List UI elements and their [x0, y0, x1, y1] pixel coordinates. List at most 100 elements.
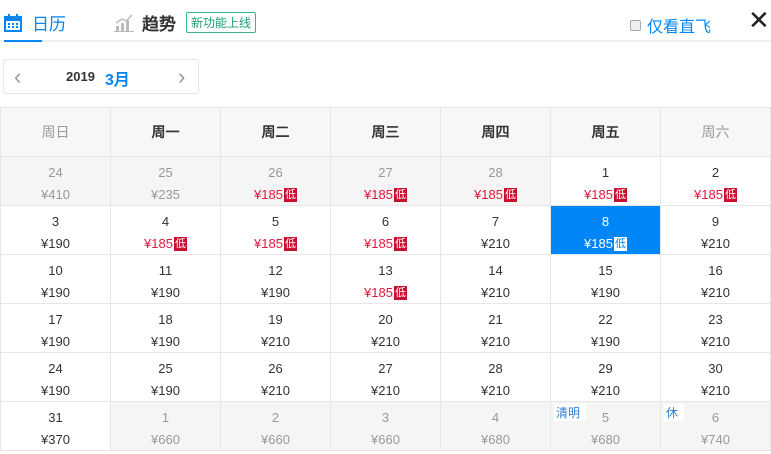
price-row: ¥190 [111, 334, 220, 349]
date-cell[interactable]: 3 ¥190 [0, 206, 110, 254]
checkbox-icon[interactable] [630, 19, 641, 31]
date-cell[interactable]: 12 ¥190 [220, 255, 330, 303]
date-cell[interactable]: 26 ¥185 低 [220, 157, 330, 205]
date-cell[interactable]: 23 ¥210 [660, 304, 771, 352]
price-row: ¥210 [661, 285, 770, 300]
price: ¥185 [254, 236, 283, 251]
date-cell[interactable]: 17 ¥190 [0, 304, 110, 352]
weekday-header-cell: 周六 [660, 108, 771, 156]
week-row: 24 ¥410 25 ¥235 26 ¥185 低 27 ¥185 低 28 ¥185 低 1 ¥185 低 2… [0, 157, 771, 206]
price-row: ¥680 [551, 432, 660, 447]
day-number: 23 [708, 312, 723, 327]
date-cell[interactable]: 27 ¥185 低 [330, 157, 440, 205]
date-cell[interactable]: 7 ¥210 [440, 206, 550, 254]
date-cell[interactable]: 1 ¥660 [110, 402, 220, 450]
date-cell[interactable]: 22 ¥190 [550, 304, 660, 352]
price: ¥210 [591, 383, 620, 398]
price-row: ¥190 [1, 236, 110, 251]
price-row: ¥210 [221, 383, 330, 398]
price-row: ¥210 [331, 383, 440, 398]
week-row: 3 ¥190 4 ¥185 低 5 ¥185 低 6 ¥185 低 7 ¥210 8 ¥185 低 9 ¥210 [0, 206, 771, 255]
date-cell[interactable]: 31 ¥370 [0, 402, 110, 450]
day-number: 6 [381, 214, 390, 229]
price: ¥210 [481, 383, 510, 398]
price: ¥680 [591, 432, 620, 447]
price: ¥190 [591, 334, 620, 349]
date-cell[interactable]: 9 ¥210 [660, 206, 771, 254]
date-cell[interactable]: 28 ¥185 低 [440, 157, 550, 205]
tab-trend[interactable]: 趋势 新功能上线 [114, 10, 257, 35]
price-row: ¥210 [441, 383, 550, 398]
date-cell[interactable]: 4 ¥185 低 [110, 206, 220, 254]
low-price-badge: 低 [503, 187, 517, 202]
day-number: 14 [488, 263, 503, 278]
price: ¥210 [481, 334, 510, 349]
date-cell[interactable]: 18 ¥190 [110, 304, 220, 352]
price: ¥185 [254, 187, 283, 202]
day-number: 27 [378, 361, 393, 376]
close-button[interactable]: ✕ [748, 5, 770, 35]
prev-month-button[interactable]: ‹ [14, 64, 22, 89]
price: ¥210 [261, 383, 290, 398]
date-cell[interactable]: 5 ¥185 低 [220, 206, 330, 254]
date-cell[interactable]: 30 ¥210 [660, 353, 771, 401]
weekday-header: 周日 周一 周二 周三 周四 周五 周六 [0, 108, 771, 157]
day-number: 17 [48, 312, 63, 327]
day-number: 4 [491, 410, 500, 425]
date-cell[interactable]: 3 ¥660 [330, 402, 440, 450]
price: ¥210 [371, 383, 400, 398]
date-cell[interactable]: 29 ¥210 [550, 353, 660, 401]
weekday-header-cell: 周三 [330, 108, 440, 156]
date-cell[interactable]: 13 ¥185 低 [330, 255, 440, 303]
date-cell[interactable]: 4 ¥680 [440, 402, 550, 450]
date-cell[interactable]: 15 ¥190 [550, 255, 660, 303]
date-cell[interactable]: 10 ¥190 [0, 255, 110, 303]
tab-calendar[interactable]: 日历 [4, 10, 66, 42]
weekday-header-cell: 周四 [440, 108, 550, 156]
price: ¥190 [151, 285, 180, 300]
date-cell[interactable]: 21 ¥210 [440, 304, 550, 352]
date-cell[interactable]: 6 ¥185 低 [330, 206, 440, 254]
next-month-button[interactable]: › [178, 64, 186, 89]
holiday-tag: 清明 [554, 404, 587, 421]
date-cell[interactable]: 14 ¥210 [440, 255, 550, 303]
price: ¥680 [481, 432, 510, 447]
low-price-badge: 低 [173, 236, 187, 251]
date-cell[interactable]: 28 ¥210 [440, 353, 550, 401]
price: ¥210 [371, 334, 400, 349]
date-cell[interactable]: 11 ¥190 [110, 255, 220, 303]
price-row: ¥185 低 [331, 236, 440, 251]
date-cell-selected[interactable]: 8 ¥185 低 [550, 206, 660, 254]
direct-only-label: 仅看直飞 [647, 19, 712, 36]
price-row: ¥190 [111, 285, 220, 300]
day-number: 29 [598, 361, 613, 376]
date-cell[interactable]: 25 ¥235 [110, 157, 220, 205]
low-price-badge: 低 [613, 187, 627, 202]
date-cell[interactable]: 26 ¥210 [220, 353, 330, 401]
date-cell[interactable]: 1 ¥185 低 [550, 157, 660, 205]
price: ¥185 [694, 187, 723, 202]
tab-calendar-label: 日历 [32, 15, 66, 34]
date-cell[interactable]: 20 ¥210 [330, 304, 440, 352]
date-cell[interactable]: 25 ¥190 [110, 353, 220, 401]
date-cell[interactable]: 清明 5 ¥680 [550, 402, 660, 450]
price: ¥660 [371, 432, 400, 447]
day-number: 13 [378, 263, 393, 278]
date-cell[interactable]: 19 ¥210 [220, 304, 330, 352]
date-cell[interactable]: 27 ¥210 [330, 353, 440, 401]
date-cell[interactable]: 休 6 ¥740 [660, 402, 771, 450]
price: ¥210 [481, 285, 510, 300]
date-cell[interactable]: 2 ¥185 低 [660, 157, 771, 205]
day-number: 24 [48, 165, 63, 180]
date-cell[interactable]: 2 ¥660 [220, 402, 330, 450]
date-cell[interactable]: 24 ¥190 [0, 353, 110, 401]
price: ¥210 [261, 334, 290, 349]
direct-only-checkbox[interactable]: 仅看直飞 [630, 13, 711, 37]
price: ¥190 [41, 383, 70, 398]
price-row: ¥190 [111, 383, 220, 398]
day-number: 11 [158, 263, 173, 278]
date-cell[interactable]: 16 ¥210 [660, 255, 771, 303]
weekday-header-cell: 周一 [110, 108, 220, 156]
price-row: ¥185 低 [221, 236, 330, 251]
date-cell[interactable]: 24 ¥410 [0, 157, 110, 205]
